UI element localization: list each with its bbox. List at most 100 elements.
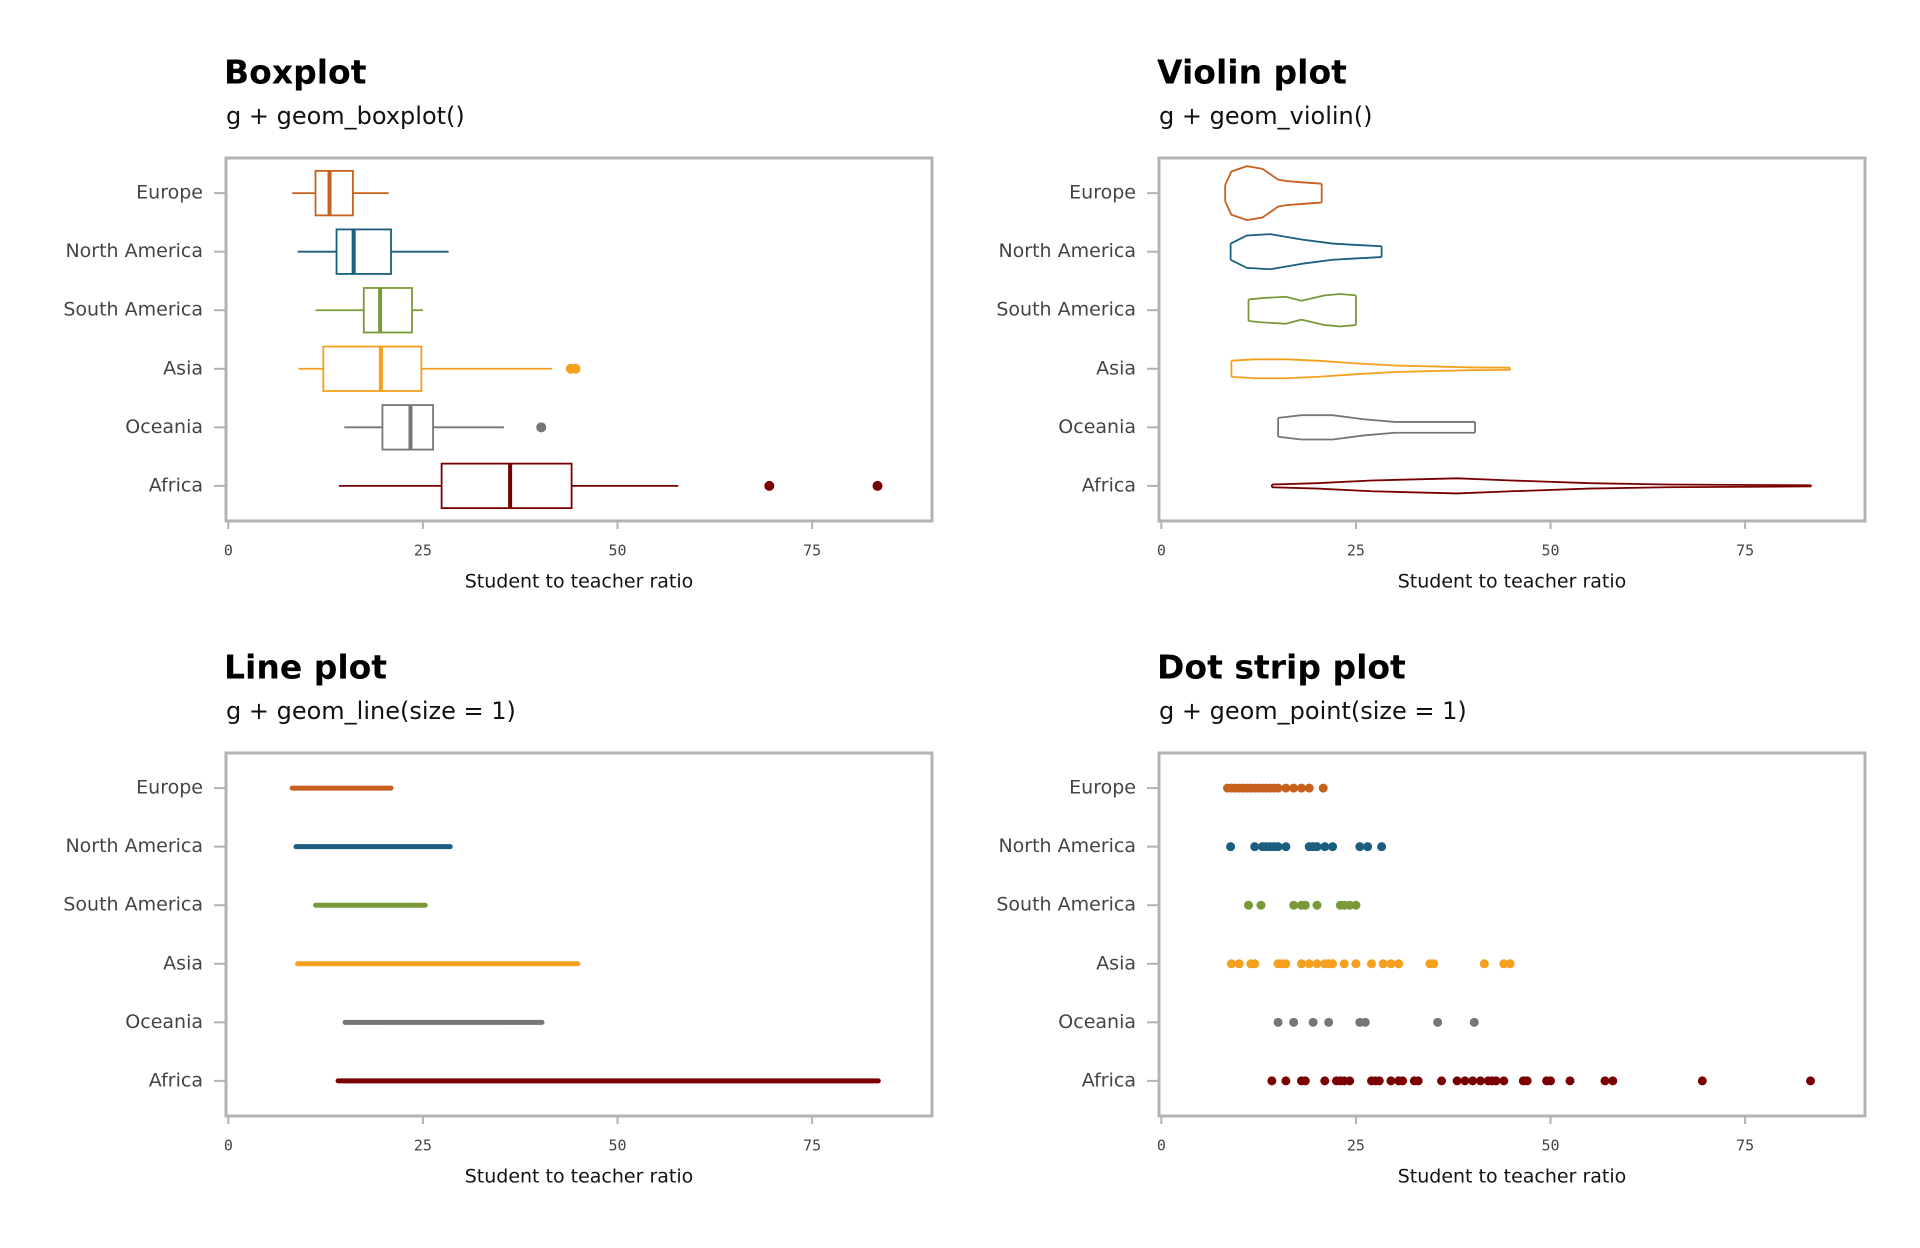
violin-lower <box>1230 256 1382 271</box>
x-tick-label: 50 <box>608 542 626 560</box>
dot <box>1351 959 1361 969</box>
category-label: North America <box>65 835 203 857</box>
chart-subtitle: g + geom_point(size = 1) <box>1159 697 1467 725</box>
x-tick-label: 75 <box>1736 1137 1754 1155</box>
dot <box>1244 900 1254 910</box>
dot <box>1273 783 1283 793</box>
violin-lower <box>1248 318 1357 328</box>
box <box>440 462 573 510</box>
x-tick-label: 25 <box>1347 542 1365 560</box>
dot <box>1318 783 1328 793</box>
category-label: Asia <box>1096 952 1136 974</box>
dot <box>1300 900 1310 910</box>
dot <box>1398 1076 1408 1086</box>
category-label: South America <box>63 894 203 916</box>
x-tick-label: 75 <box>803 1137 821 1155</box>
dot <box>1281 1076 1291 1086</box>
dot <box>1367 959 1377 969</box>
dot <box>1608 1076 1618 1086</box>
x-tick-label: 25 <box>1347 1137 1365 1155</box>
outlier <box>536 422 547 433</box>
category-label: Asia <box>1096 357 1136 379</box>
plot-frame <box>1157 156 1867 523</box>
dot <box>1226 959 1236 969</box>
x-axis-label: Student to teacher ratio <box>1398 571 1627 593</box>
category-label: North America <box>998 835 1136 857</box>
dot <box>1378 959 1388 969</box>
violin-upper <box>1231 358 1511 369</box>
dot <box>1505 959 1515 969</box>
violin-lower <box>1271 485 1812 495</box>
x-tick-label: 25 <box>414 542 432 560</box>
dot <box>1312 900 1322 910</box>
dot <box>1250 842 1260 852</box>
plot-frame <box>224 751 934 1118</box>
outlier <box>872 480 883 491</box>
dot <box>1499 1076 1509 1086</box>
dot <box>1452 1076 1462 1086</box>
outlier <box>764 480 775 491</box>
x-tick-label: 50 <box>1541 542 1559 560</box>
dot <box>1320 842 1330 852</box>
category-label: Africa <box>1082 1069 1136 1091</box>
category-label: Oceania <box>125 1011 203 1033</box>
dot <box>1256 900 1266 910</box>
chart-subtitle: g + geom_boxplot() <box>226 102 465 130</box>
dot <box>1234 959 1244 969</box>
dot <box>1475 1076 1485 1086</box>
box <box>322 345 423 392</box>
dot <box>1479 959 1489 969</box>
dot <box>1320 1076 1330 1086</box>
x-tick-label: 25 <box>414 1137 432 1155</box>
dot <box>1328 959 1338 969</box>
x-tick-label: 50 <box>1541 1137 1559 1155</box>
category-label: Asia <box>163 357 203 379</box>
dot <box>1289 783 1299 793</box>
chart-title: Violin plot <box>1157 53 1347 92</box>
dot <box>1273 842 1283 852</box>
dot <box>1374 1076 1384 1086</box>
dot <box>1360 1017 1370 1027</box>
dot <box>1386 959 1396 969</box>
category-label: Oceania <box>1058 1011 1136 1033</box>
dot <box>1281 783 1291 793</box>
dot <box>1386 1076 1396 1086</box>
category-label: South America <box>996 894 1136 916</box>
dot <box>1312 842 1322 852</box>
plot-frame <box>1157 751 1867 1118</box>
violin-upper <box>1277 414 1476 423</box>
dot <box>1351 900 1361 910</box>
dot <box>1281 959 1291 969</box>
violin-upper <box>1248 293 1357 302</box>
category-label: Oceania <box>125 416 203 438</box>
box <box>362 287 413 334</box>
category-label: Europe <box>136 182 203 204</box>
x-tick-label: 75 <box>1736 542 1754 560</box>
category-label: Europe <box>1069 777 1136 799</box>
dot <box>1304 783 1314 793</box>
chart-title: Boxplot <box>224 53 367 92</box>
category-label: North America <box>65 240 203 262</box>
category-label: Europe <box>136 777 203 799</box>
x-axis-label: Student to teacher ratio <box>465 1166 694 1188</box>
dot <box>1491 1076 1501 1086</box>
plot-frame <box>224 156 934 523</box>
dot <box>1345 1076 1355 1086</box>
x-tick-label: 0 <box>224 1137 233 1155</box>
violin-upper <box>1230 233 1382 248</box>
dot <box>1324 1017 1334 1027</box>
dot <box>1546 1076 1556 1086</box>
x-axis-label: Student to teacher ratio <box>465 571 694 593</box>
dot <box>1296 783 1306 793</box>
dot <box>1304 959 1314 969</box>
chart-title: Line plot <box>224 648 387 687</box>
dot <box>1289 900 1299 910</box>
panel: Violin plot g + geom_violin() 0 25 50 75 Stude… <box>996 53 1867 593</box>
dot <box>1460 1076 1470 1086</box>
violin-upper <box>1271 477 1812 487</box>
category-label: Africa <box>1082 474 1136 496</box>
dot <box>1522 1076 1532 1086</box>
category-label: North America <box>998 240 1136 262</box>
panel: Dot strip plot g + geom_point(size = 1) 0 2… <box>996 648 1867 1188</box>
